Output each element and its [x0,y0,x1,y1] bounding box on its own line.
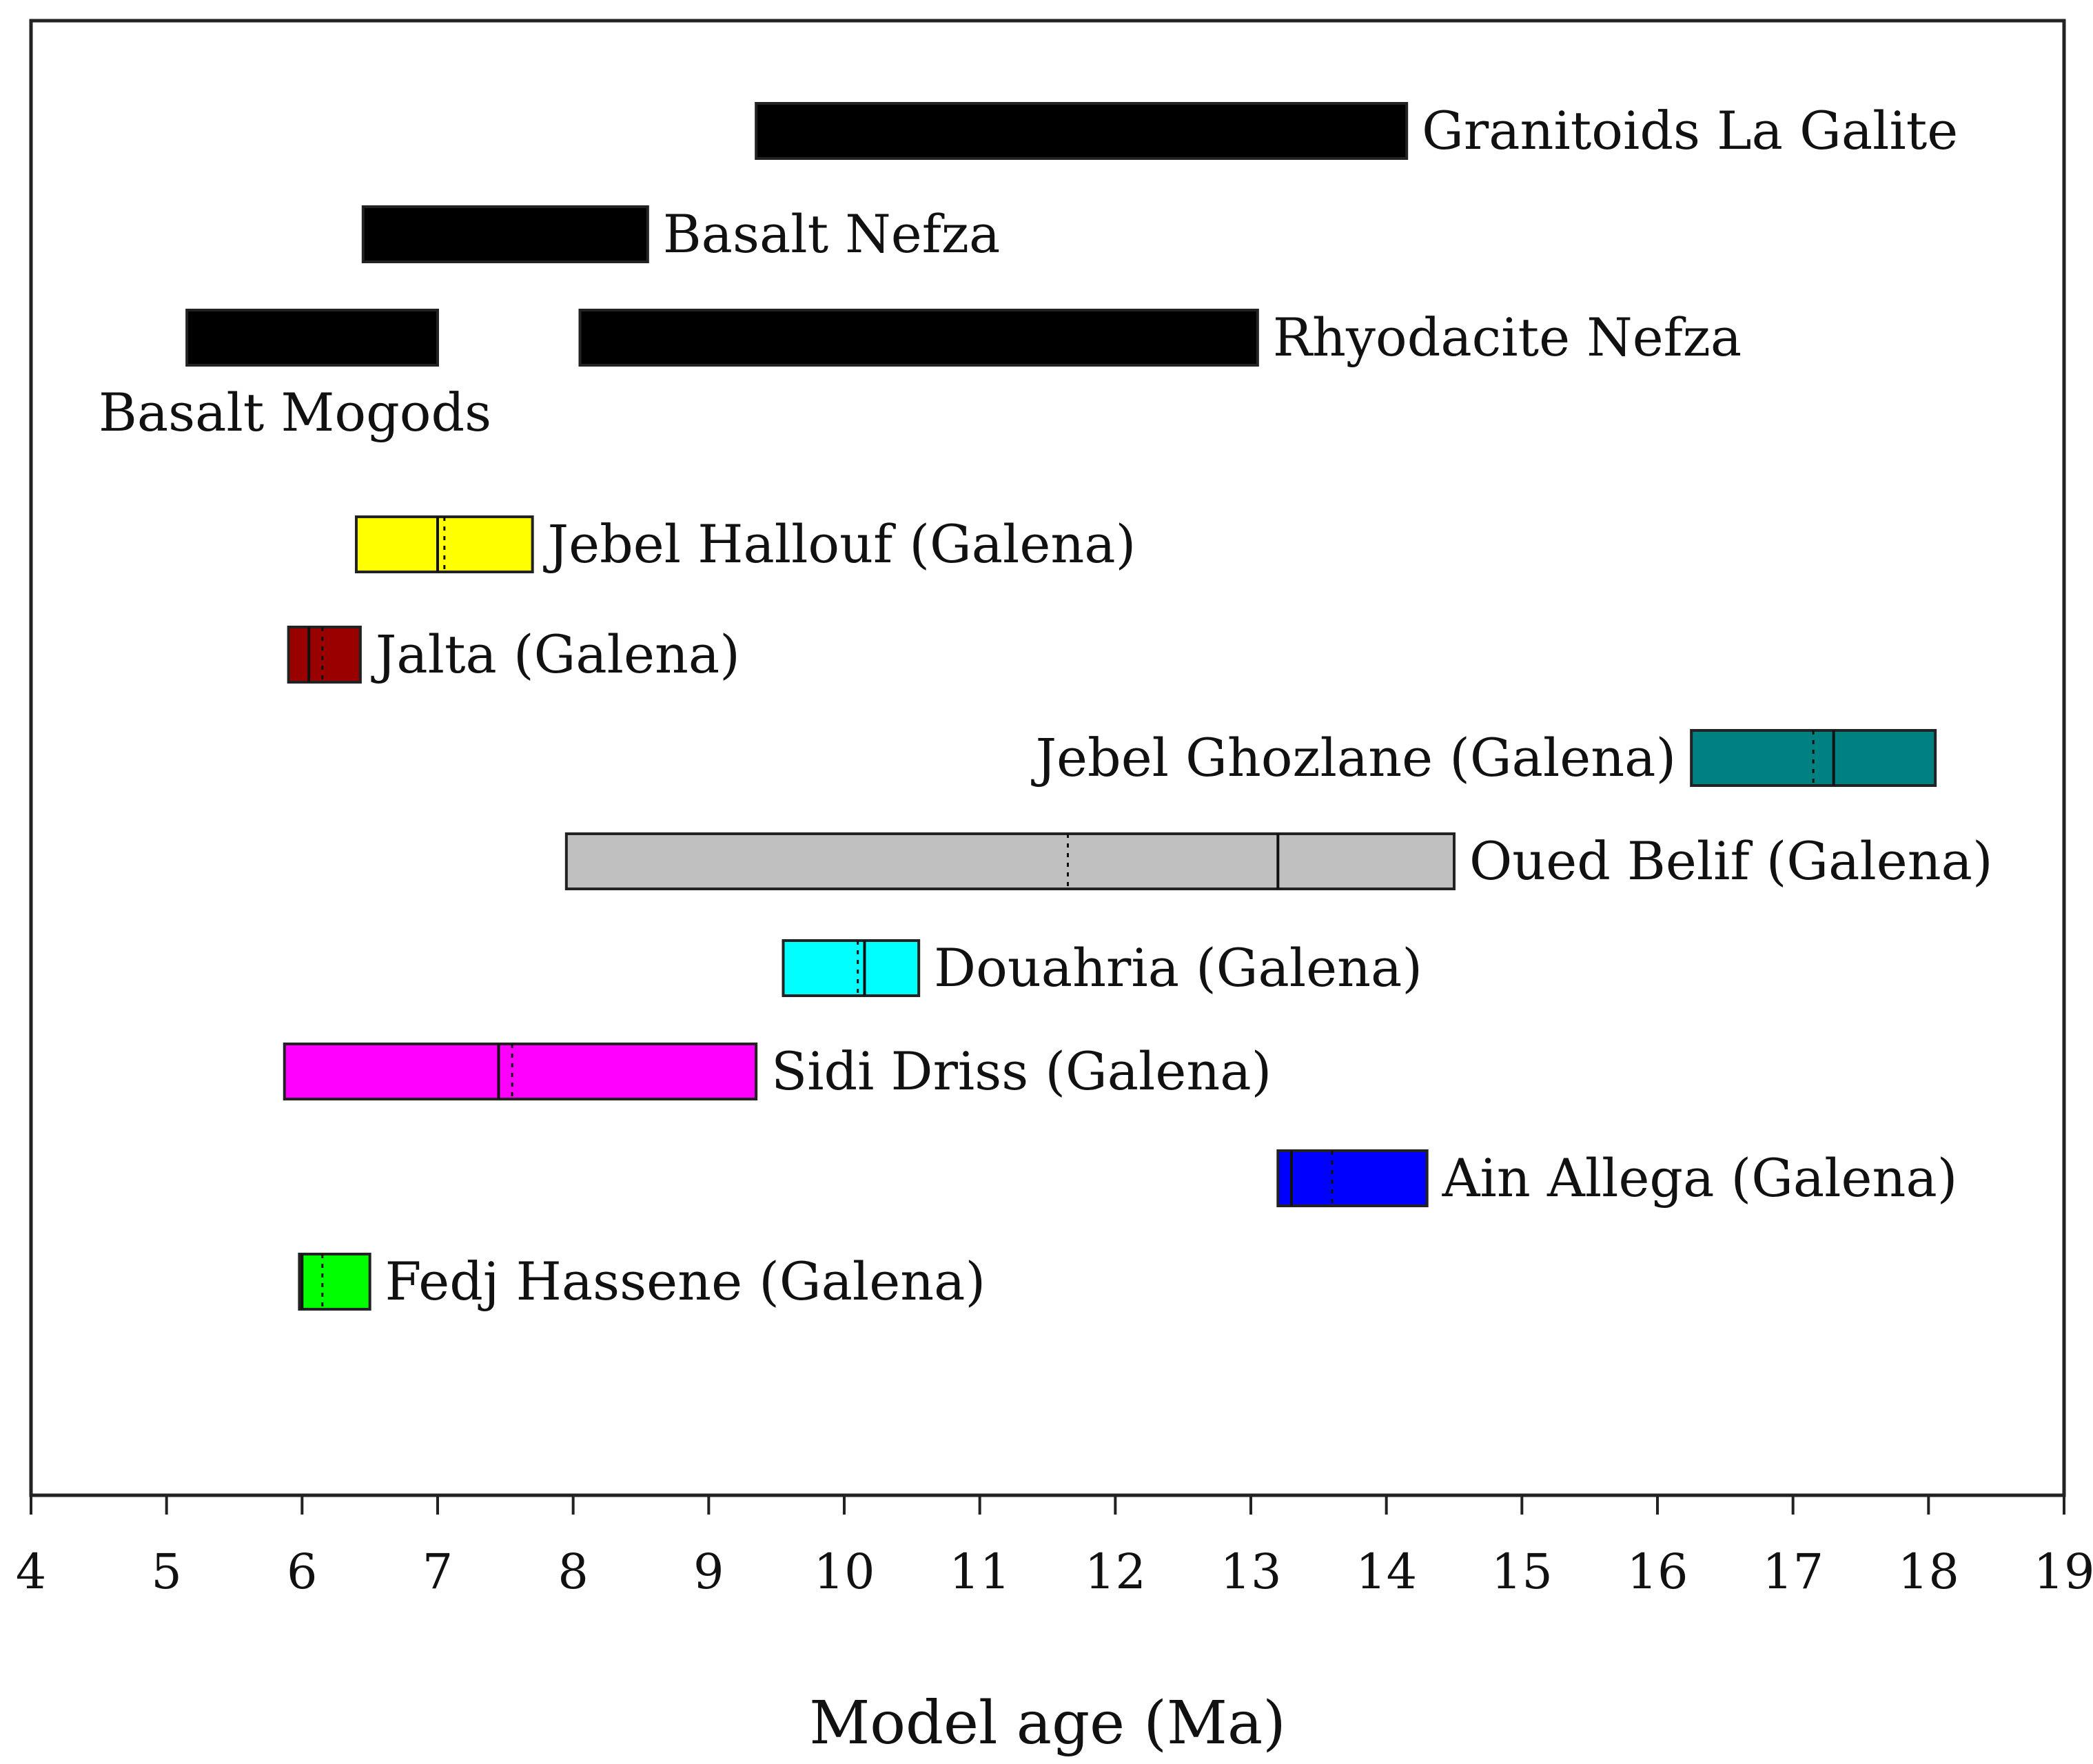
x-tick-label: 19 [2033,1544,2093,1600]
x-tick-label: 8 [558,1544,589,1600]
bar-granitoids-la-galite [755,102,1409,160]
x-tick-label: 13 [1220,1544,1281,1600]
x-tick-label: 14 [1356,1544,1417,1600]
bar-label-jebel-hallouf-galena: Jebel Hallouf (Galena) [543,513,1136,575]
bar-oued-belif-galena [564,832,1456,890]
bar-label-granitoids-la-galite: Granitoids La Galite [1422,100,1958,161]
bar-basalt-mogods [185,309,439,367]
x-tick-label: 18 [1898,1544,1959,1600]
x-tick-label: 5 [151,1544,182,1600]
bar-jebel-hallouf-galena [355,515,534,573]
x-tick-label: 7 [422,1544,453,1600]
x-tick-label: 15 [1491,1544,1553,1600]
bar-label-jebel-ghozlane-galena: Jebel Ghozlane (Galena) [1031,727,1677,788]
bar-fedj-hassene-galena [298,1253,371,1311]
x-tick-label: 6 [287,1544,318,1600]
bar-basalt-nefza [361,205,649,263]
bar-label-oued-belif-galena: Oued Belif (Galena) [1469,830,1993,892]
bar-label-jalta-galena: Jalta (Galena) [371,624,740,685]
x-tick-label: 17 [1762,1544,1824,1600]
x-tick-label: 12 [1085,1544,1146,1600]
x-tick-label: 16 [1626,1544,1688,1600]
x-axis-label: Model age (Ma) [809,1689,1286,1758]
bar-douahria-galena [782,939,921,997]
bar-sidi-driss-galena [283,1043,758,1100]
x-tick-label: 4 [16,1544,47,1600]
bar-rhyodacite-nefza [578,309,1259,367]
bar-ain-allega-galena [1276,1149,1429,1207]
bar-label-ain-allega-galena: Ain Allega (Galena) [1442,1147,1958,1209]
bar-label-sidi-driss-galena: Sidi Driss (Galena) [771,1040,1272,1102]
bar-label-basalt-mogods: Basalt Mogods [99,382,491,443]
x-tick-label: 9 [693,1544,724,1600]
bar-jebel-ghozlane-galena [1690,729,1937,787]
x-tick-label: 11 [949,1544,1010,1600]
bar-label-fedj-hassene-galena: Fedj Hassene (Galena) [385,1251,986,1312]
bar-label-douahria-galena: Douahria (Galena) [934,937,1422,998]
bar-label-basalt-nefza: Basalt Nefza [663,203,1000,265]
bar-jalta-galena [287,626,362,684]
bar-label-rhyodacite-nefza: Rhyodacite Nefza [1273,307,1742,368]
x-tick-label: 10 [813,1544,875,1600]
